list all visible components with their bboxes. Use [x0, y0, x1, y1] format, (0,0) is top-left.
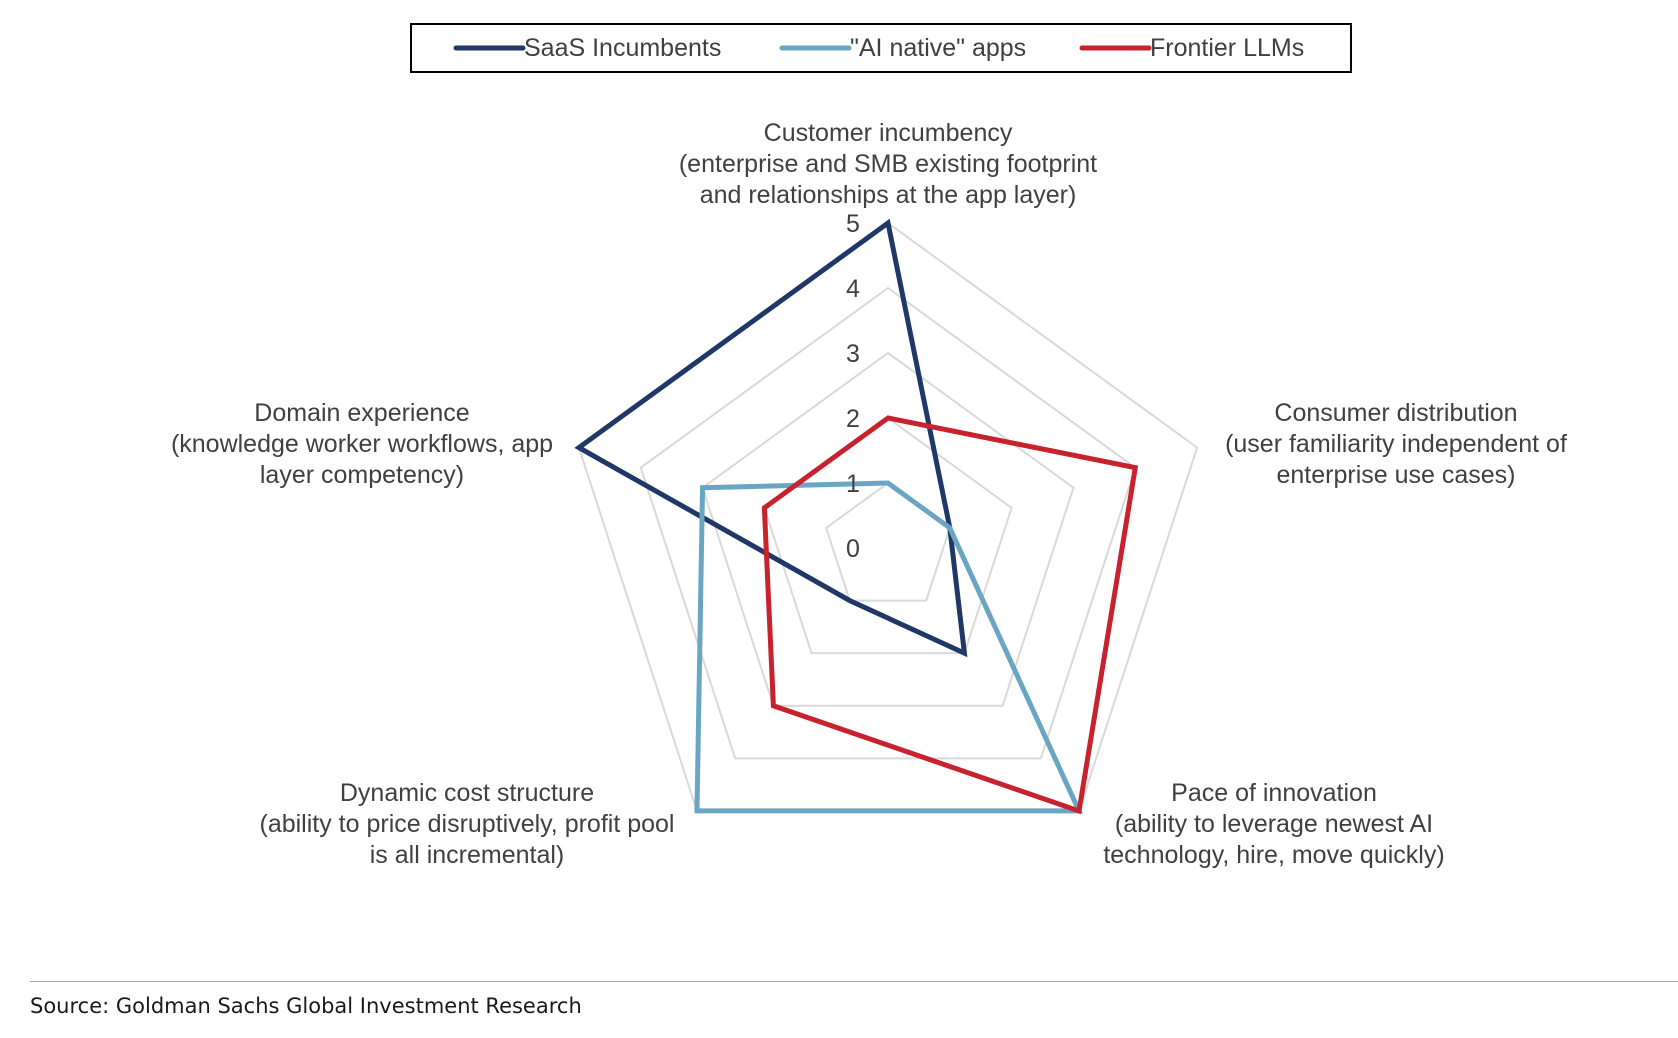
axis-label-line: technology, hire, move quickly): [1103, 841, 1444, 869]
tick-label-2: 2: [846, 405, 860, 433]
tick-label-5: 5: [846, 210, 860, 238]
axis-label-dynamic-cost-structure: Dynamic cost structure (ability to price …: [260, 779, 675, 869]
legend-label-1: "AI native" apps: [850, 34, 1026, 62]
legend-box: [410, 23, 1352, 73]
radar-grid: [577, 221, 1199, 812]
axis-label-consumer-distribution: Consumer distribution (user familiarity i…: [1225, 399, 1567, 489]
axis-label-domain-experience: Domain experience (knowledge worker workf…: [171, 399, 553, 489]
axis-label-line: (ability to leverage newest AI: [1115, 810, 1433, 838]
axis-label-line: Consumer distribution: [1274, 399, 1517, 427]
axis-label-line: (enterprise and SMB existing footprint: [679, 150, 1097, 178]
axis-label-line: Domain experience: [254, 399, 469, 427]
tick-label-0: 0: [846, 535, 860, 563]
legend: SaaS Incumbents "AI native" apps Frontier …: [410, 23, 1352, 73]
axis-label-line: Dynamic cost structure: [340, 779, 594, 807]
axis-label-line: layer competency): [260, 461, 464, 489]
grid-ring-5: [577, 221, 1199, 812]
source-note: Source: Goldman Sachs Global Investment …: [30, 994, 582, 1018]
radar-series: [574, 218, 1139, 815]
axis-label-line: Customer incumbency: [764, 119, 1013, 147]
axis-label-line: is all incremental): [370, 841, 565, 869]
axis-label-line: and relationships at the app layer): [700, 181, 1077, 209]
axis-label-line: (ability to price disruptively, profit p…: [260, 810, 675, 838]
grid-ring-1: [825, 481, 951, 602]
legend-label-0: SaaS Incumbents: [524, 34, 721, 62]
tick-label-3: 3: [846, 340, 860, 368]
radial-tick-labels: 0 1 2 3 4 5: [846, 210, 860, 563]
series-line-2: [761, 415, 1139, 815]
axis-label-customer-incumbency: Customer incumbency (enterprise and SMB e…: [679, 119, 1097, 209]
axis-label-line: enterprise use cases): [1276, 461, 1515, 489]
series-line-1: [694, 480, 1083, 814]
series-line-0: [574, 218, 968, 658]
axis-label-pace-of-innovation: Pace of innovation (ability to leverage n…: [1103, 779, 1444, 869]
tick-label-1: 1: [846, 470, 860, 498]
legend-label-2: Frontier LLMs: [1150, 34, 1304, 62]
axis-label-line: (user familiarity independent of: [1225, 430, 1567, 458]
axis-labels: Customer incumbency (enterprise and SMB e…: [171, 119, 1567, 869]
grid-ring-3: [701, 351, 1075, 707]
source-divider: [30, 981, 1678, 982]
grid-ring-4: [639, 286, 1137, 760]
axis-label-line: (knowledge worker workflows, app: [171, 430, 553, 458]
axis-label-line: Pace of innovation: [1171, 779, 1377, 807]
tick-label-4: 4: [846, 275, 860, 303]
